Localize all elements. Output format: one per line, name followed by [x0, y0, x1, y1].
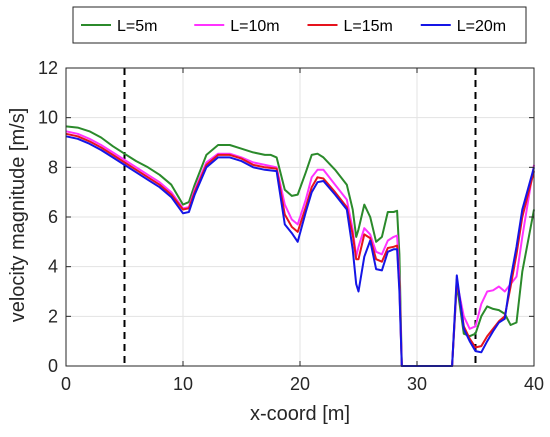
legend-label: L=15m [344, 18, 393, 35]
y-tick-label: 12 [38, 58, 58, 78]
legend-label: L=5m [117, 18, 157, 35]
legend-label: L=20m [457, 18, 506, 35]
series-line-l-5m [65, 125, 535, 367]
y-tick-label: 6 [48, 207, 58, 227]
series-line-l-15m [65, 132, 535, 367]
series-line-l-20m [65, 135, 535, 367]
y-tick-label: 8 [48, 157, 58, 177]
x-tick-label: 10 [173, 374, 193, 394]
x-tick-label: 40 [524, 374, 544, 394]
y-tick-label: 10 [38, 108, 58, 128]
series-line-l-10m [65, 130, 535, 367]
y-tick-labels: 0 2 4 6 8 10 12 [38, 58, 534, 376]
x-axis-label: x-coord [m] [250, 403, 350, 425]
x-tick-labels: 0 10 20 30 40 [61, 68, 544, 394]
y-tick-label: 2 [48, 306, 58, 326]
x-tick-label: 0 [61, 374, 71, 394]
reference-lines [123, 68, 477, 366]
y-tick-label: 4 [48, 257, 58, 277]
legend-label: L=10m [230, 18, 279, 35]
x-tick-label: 20 [290, 374, 310, 394]
y-axis-label: velocity magnitude [m/s] [7, 108, 29, 323]
legend: L=5m L=10m L=15m L=20m [72, 6, 527, 44]
x-tick-label: 30 [407, 374, 427, 394]
plot-series [65, 125, 535, 367]
y-tick-label: 0 [48, 356, 58, 376]
